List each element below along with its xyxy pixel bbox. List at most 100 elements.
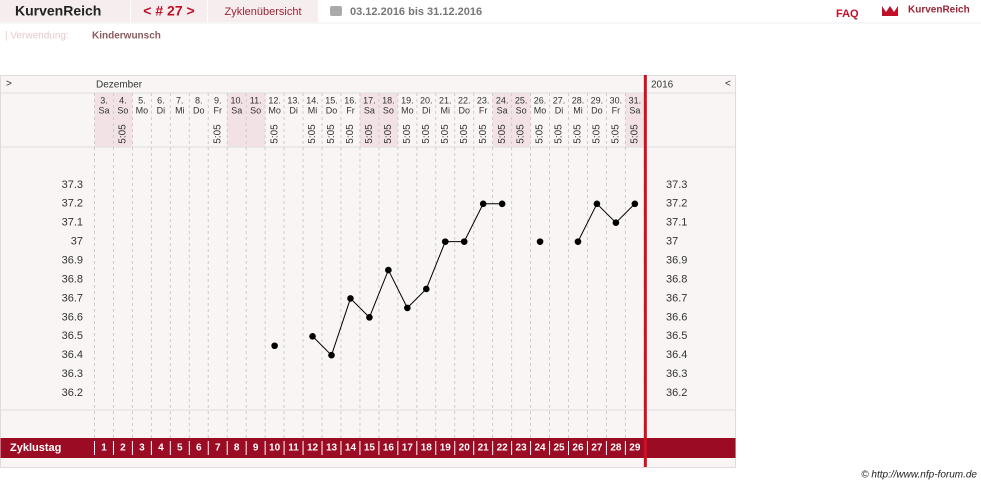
x-tick-label: 21: [478, 443, 490, 454]
time-label: 5:05: [554, 124, 565, 144]
y2-tick-label: 37.3: [666, 179, 687, 191]
print-icon[interactable]: [330, 6, 342, 16]
time-label: 5:05: [212, 124, 223, 144]
y2-tick-label: 36.4: [666, 349, 687, 361]
y-tick-label: 37: [71, 236, 83, 248]
x-tick-label: 27: [591, 443, 603, 454]
date-label: 4.: [119, 95, 127, 105]
weekday-label: Di: [289, 105, 298, 115]
x-tick-label: 6: [196, 443, 202, 454]
weekday-label: Sa: [364, 105, 375, 115]
time-label: 5:05: [326, 124, 337, 144]
date-label: 21.: [439, 95, 452, 105]
temperature-point: [309, 332, 316, 340]
y2-tick-label: 36.7: [666, 292, 687, 304]
weekday-label: Sa: [497, 105, 508, 115]
date-label: 9.: [214, 95, 222, 105]
temperature-point: [366, 314, 373, 321]
temperature-point: [423, 285, 430, 293]
date-label: 27.: [553, 95, 566, 105]
weekend-column: [94, 93, 114, 147]
faq[interactable]: FAQ: [836, 8, 859, 20]
weekday-label: Sa: [629, 105, 640, 115]
y-tick-label: 36.9: [62, 254, 83, 266]
y2-tick-label: 36.2: [666, 387, 687, 399]
time-label: 5:05: [478, 124, 489, 144]
weekend-column: [378, 93, 398, 147]
temperature-point: [404, 304, 411, 312]
date-label: 7.: [176, 95, 184, 105]
date-label: 5.: [138, 95, 146, 105]
date-label: 31.: [629, 95, 642, 105]
date-label: 13.: [287, 95, 300, 105]
time-label: 5:05: [573, 124, 584, 144]
x-tick-label: 28: [610, 443, 622, 454]
temperature-point: [536, 238, 544, 245]
time-label: 5:05: [118, 124, 129, 144]
x-tick-label: 24: [534, 443, 546, 454]
weekday-label: So: [516, 105, 527, 115]
date-label: 6.: [157, 95, 165, 105]
x-tick-label: 19: [440, 443, 452, 454]
logo[interactable]: KurvenReich: [908, 5, 970, 16]
temperature-point: [328, 351, 335, 359]
overview-tab[interactable]: Zyklenübersicht: [224, 6, 301, 18]
chart: > Dezember 2016 <3.Sa4.So5:055.Mo6.Di7.Mi8.…: [0, 75, 736, 467]
temperature-point: [612, 219, 620, 227]
y-tick-label: 36.3: [62, 368, 83, 380]
weekday-label: Mo: [534, 105, 547, 115]
weekend-column: [511, 93, 531, 147]
time-label: 5:05: [630, 124, 641, 144]
y-tick-label: 36.2: [62, 387, 83, 399]
weekday-label: Di: [555, 105, 564, 115]
date-label: 10.: [230, 95, 243, 105]
x-tick-label: 3: [139, 443, 145, 454]
time-label: 5:05: [421, 124, 432, 144]
weekend-column: [227, 93, 247, 147]
temperature-point: [347, 295, 354, 302]
x-tick-label: 11: [288, 443, 299, 454]
x-tick-label: 7: [215, 443, 221, 454]
y-tick-label: 37.3: [62, 179, 83, 191]
y-tick-label: 36.7: [62, 292, 83, 304]
weekday-label: So: [117, 105, 128, 115]
date-label: 3.: [100, 95, 108, 105]
temperature-point: [593, 200, 601, 208]
cycle-nav[interactable]: < # 27 >: [143, 3, 194, 19]
date-label: 25.: [515, 95, 528, 105]
overview-bg: [208, 0, 318, 22]
temperature-point: [385, 266, 392, 274]
y2-tick-label: 37.1: [666, 217, 687, 229]
temperature-point: [271, 342, 278, 350]
x-tick-label: 23: [516, 443, 528, 454]
weekday-label: Mo: [136, 105, 149, 115]
next-arrow: <: [725, 79, 731, 90]
x-tick-label: 22: [497, 443, 509, 454]
y2-tick-label: 36.8: [666, 273, 687, 285]
x-tick-label: 4: [158, 443, 164, 454]
temperature-point: [460, 238, 468, 245]
x-tick-label: 26: [572, 443, 584, 454]
x-tick-label: 9: [253, 443, 259, 454]
weekend-column: [359, 93, 379, 147]
date-label: 16.: [344, 95, 357, 105]
date-range: 03.12.2016 bis 31.12.2016: [350, 6, 482, 18]
weekday-label: So: [250, 105, 261, 115]
weekend-column: [492, 93, 512, 147]
month-label: Dezember: [96, 80, 143, 91]
brand-bg: [0, 0, 130, 22]
y2-tick-label: 36.3: [666, 368, 687, 380]
weekday-label: Mi: [441, 105, 451, 115]
weekday-label: Mi: [573, 105, 583, 115]
weekday-label: Fr: [612, 105, 621, 115]
x-axis-label: Zyklustag: [10, 442, 61, 454]
x-tick-label: 1: [101, 443, 107, 454]
usage-label: | Verwendung:: [5, 31, 69, 42]
footer: © http://www.nfp-forum.de: [861, 470, 977, 481]
weekday-label: Mi: [308, 105, 318, 115]
brand: KurvenReich: [15, 3, 101, 19]
x-tick-label: 17: [402, 443, 414, 454]
date-label: 18.: [382, 95, 395, 105]
temperature-point: [574, 238, 582, 245]
time-label: 5:05: [611, 124, 622, 144]
